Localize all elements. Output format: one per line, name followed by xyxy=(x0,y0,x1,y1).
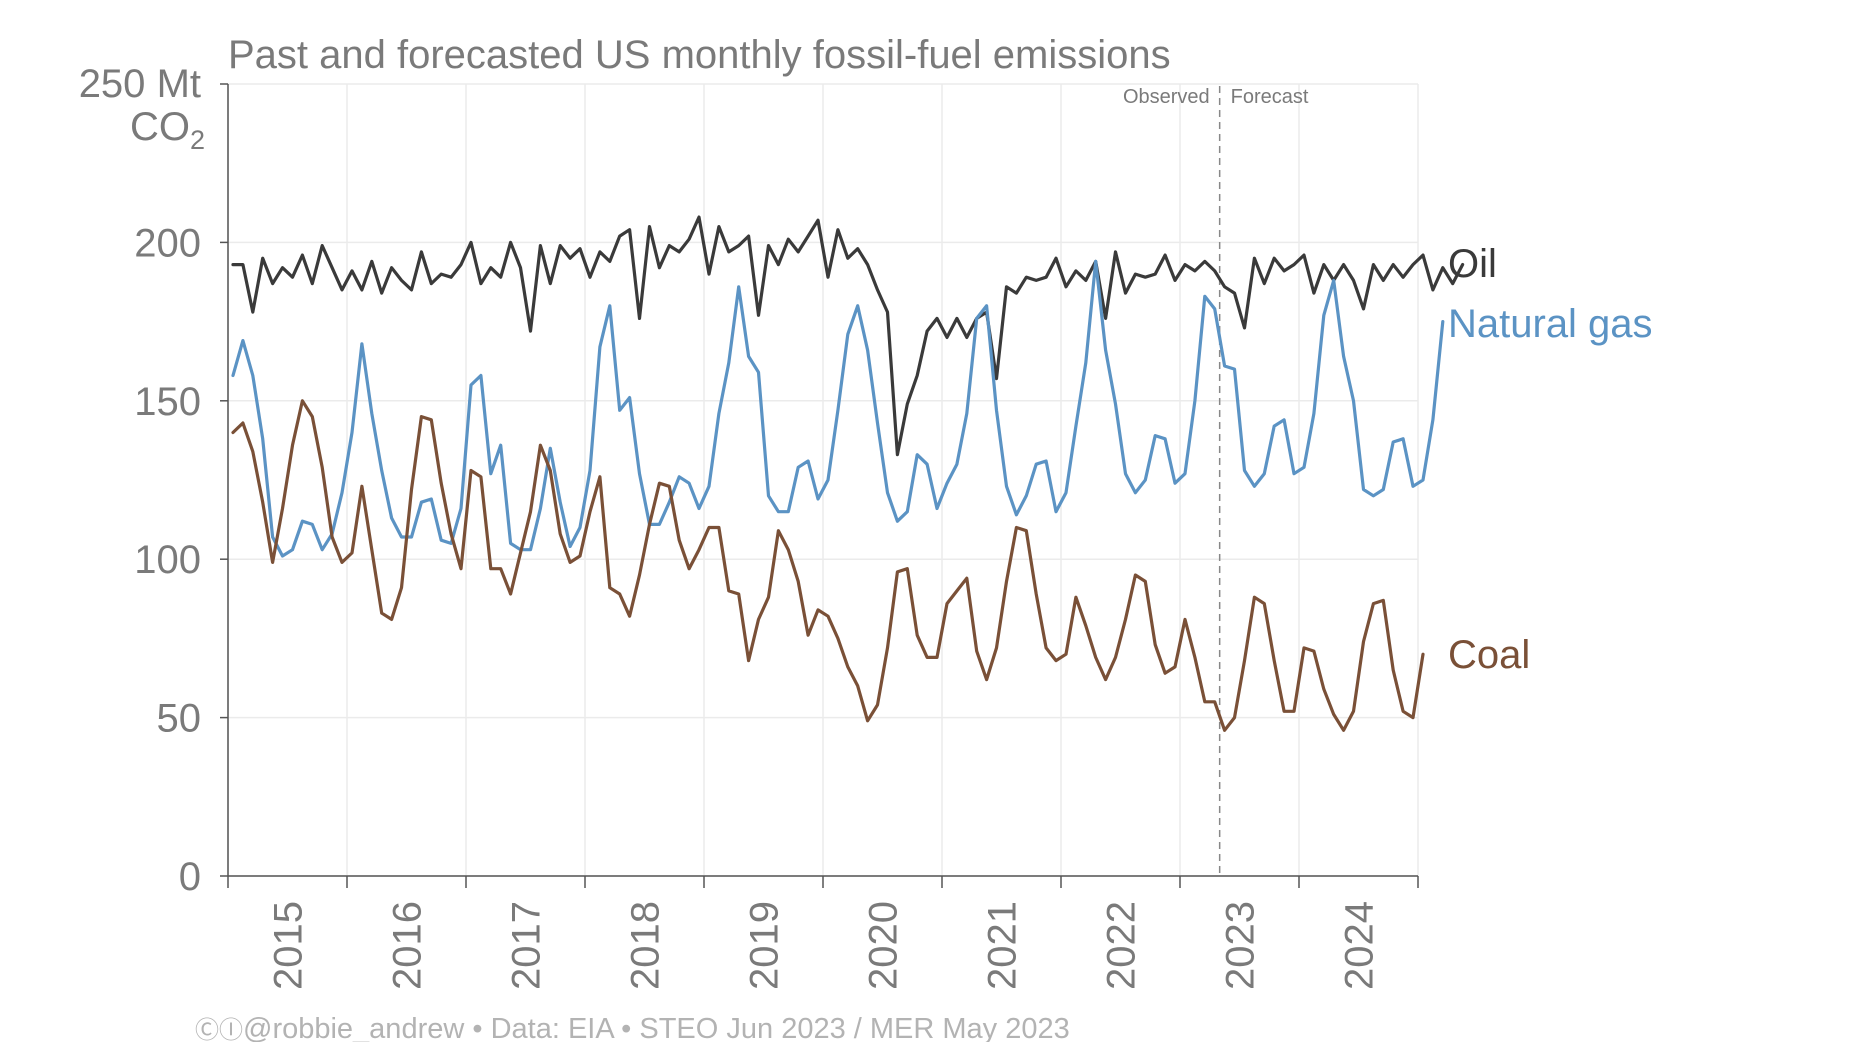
series-label-coal: Coal xyxy=(1448,633,1530,677)
x-tick-label: 2020 xyxy=(862,901,906,990)
series-label-natural-gas: Natural gas xyxy=(1448,302,1653,346)
observed-label: Observed xyxy=(1123,86,1210,108)
y-tick-label: 200 xyxy=(134,221,201,265)
x-tick-label: 2021 xyxy=(981,901,1025,990)
footer: ⒸⒾ@robbie_andrew • Data: EIA • STEO Jun … xyxy=(195,1013,1070,1042)
series-lines xyxy=(231,215,1465,732)
series-line-oil xyxy=(231,215,1465,457)
y-tick-label: 100 xyxy=(134,538,201,582)
x-tick-label: 2018 xyxy=(624,901,668,990)
grid xyxy=(227,83,1419,877)
y-tick-label: 150 xyxy=(134,380,201,424)
x-tick-label: 2019 xyxy=(743,901,787,990)
y-tick-label: 0 xyxy=(179,855,201,899)
y-unit-co2: CO2 xyxy=(130,105,205,155)
footer-sources: STEO Jun 2023 / MER May 2023 xyxy=(639,1013,1069,1042)
series-line-coal xyxy=(231,399,1425,732)
x-tick-label: 2023 xyxy=(1219,901,1263,990)
footer-handle: @robbie_andrew xyxy=(243,1013,465,1042)
series-label-oil: Oil xyxy=(1448,242,1497,286)
y-unit-label: 250 Mt xyxy=(79,62,201,106)
x-tick-label: 2017 xyxy=(505,901,549,990)
series-line-natural-gas xyxy=(231,259,1445,558)
x-tick-label: 2024 xyxy=(1338,901,1382,990)
chart-title: Past and forecasted US monthly fossil-fu… xyxy=(228,33,1171,77)
y-tick-label: 50 xyxy=(157,697,202,741)
x-tick-label: 2022 xyxy=(1100,901,1144,990)
forecast-divider: Observed Forecast xyxy=(1123,86,1309,876)
forecast-label: Forecast xyxy=(1231,86,1309,108)
x-tick-label: 2016 xyxy=(386,901,430,990)
footer-data-source: Data: EIA xyxy=(491,1013,616,1042)
cc-icon: ⒸⒾ xyxy=(195,1017,243,1042)
axes: 250 Mt CO2 0 50 100 150 200 2015 2016 2017 2018 2… xyxy=(79,62,1419,990)
x-tick-label: 2015 xyxy=(267,901,311,990)
series-end-labels: Oil Natural gas Coal xyxy=(1448,242,1653,677)
